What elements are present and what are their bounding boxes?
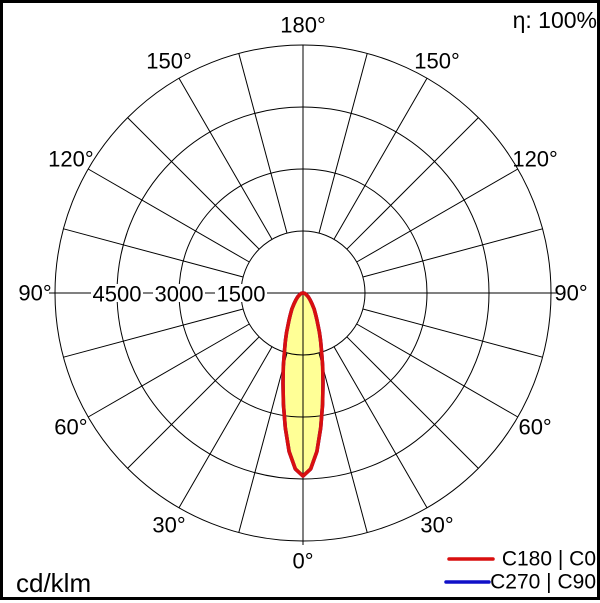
curve-c180-c0 xyxy=(281,291,325,478)
grid-spoke-75 xyxy=(362,308,543,358)
grid-spoke-210 xyxy=(178,77,273,240)
grid-spoke-60 xyxy=(356,323,519,418)
ring-label-bg-4500 xyxy=(91,284,143,302)
grid-spoke-150 xyxy=(333,77,428,240)
legend: C180 | C0 C270 | C90 xyxy=(444,548,596,594)
grid-spoke-135 xyxy=(346,117,479,250)
efficiency-label: η: 100% xyxy=(513,7,597,33)
angle-label-150-right: 150° xyxy=(414,48,460,73)
grid-spoke-330 xyxy=(178,346,273,509)
polar-intensity-chart: 4500 3000 1500 0° 30° 30° 60° 60° 90° 90° 120° 120… xyxy=(16,7,597,598)
grid-spoke-45 xyxy=(346,336,479,469)
angle-label-120-right: 120° xyxy=(512,147,558,172)
angle-label-60-left: 60° xyxy=(54,415,87,440)
angle-label-30-right: 30° xyxy=(420,513,453,538)
grid-spoke-300 xyxy=(87,323,250,418)
ring-label-3000: 3000 xyxy=(155,282,204,307)
grid-spoke-30 xyxy=(333,346,428,509)
grid-spoke-105 xyxy=(362,228,543,278)
legend-label-c180-c0: C180 | C0 xyxy=(502,548,596,571)
ring-label-layer: 4500 3000 1500 xyxy=(91,282,267,307)
grid-spoke-315 xyxy=(127,336,260,469)
unit-label: cd/klm xyxy=(16,568,91,598)
ring-label-1500: 1500 xyxy=(217,282,266,307)
curve-layer xyxy=(281,291,325,478)
grid-spoke-285 xyxy=(63,308,244,358)
grid-spoke-345 xyxy=(238,352,288,533)
angle-label-90-right: 90° xyxy=(554,281,587,306)
ring-label-4500: 4500 xyxy=(93,282,142,307)
ring-label-bg-1500 xyxy=(215,284,267,302)
grid-spoke-15 xyxy=(318,352,368,533)
angle-label-120-left: 120° xyxy=(48,147,94,172)
angle-label-60-right: 60° xyxy=(518,415,551,440)
angle-label-0: 0° xyxy=(292,549,313,574)
grid-spoke-120 xyxy=(356,168,519,263)
grid-spoke-195 xyxy=(238,53,288,234)
grid-spoke-240 xyxy=(87,168,250,263)
grid-spoke-255 xyxy=(63,228,244,278)
angle-label-90-left: 90° xyxy=(18,281,51,306)
legend-label-c270-c90: C270 | C90 xyxy=(490,571,596,594)
angle-label-150-left: 150° xyxy=(146,48,192,73)
ring-label-bg-3000 xyxy=(153,284,205,302)
angle-label-30-left: 30° xyxy=(152,513,185,538)
grid-spoke-225 xyxy=(127,117,260,250)
angle-label-layer: 0° 30° 30° 60° 60° 90° 90° 120° 120° 150° 150° 180° xyxy=(18,13,587,574)
angle-label-180: 180° xyxy=(280,13,326,38)
polar-grid-layer xyxy=(49,44,557,545)
grid-spoke-165 xyxy=(318,53,368,234)
